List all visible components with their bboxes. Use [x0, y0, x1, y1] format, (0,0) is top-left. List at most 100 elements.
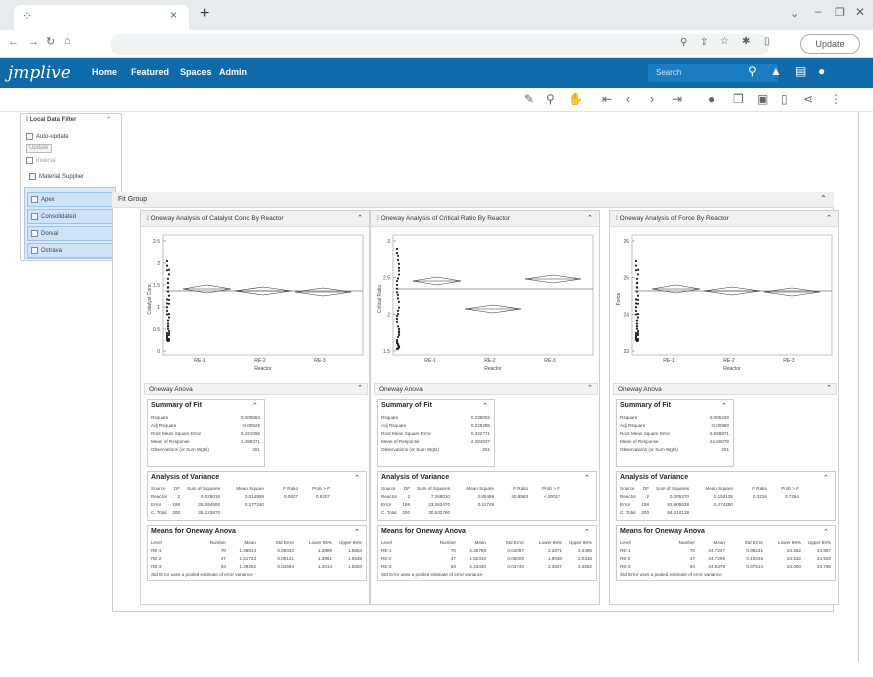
data-point	[635, 322, 639, 325]
prev-page-icon[interactable]: ‹	[626, 92, 630, 106]
anova-collapse-icon[interactable]: ⌃	[826, 385, 832, 392]
sof-value: 0.236002	[470, 415, 490, 420]
means-collapse-icon[interactable]: ⌃	[354, 529, 360, 536]
tab-search-icon[interactable]: ⌄	[790, 8, 800, 20]
means-cell: 47	[220, 556, 226, 561]
data-point	[396, 309, 400, 312]
brush-icon[interactable]: ✎	[524, 92, 535, 106]
filter-item-ostrava[interactable]: Ostrava	[27, 243, 113, 258]
aov-cell: 35.123870	[198, 510, 220, 515]
tab-close-icon[interactable]: ×	[170, 8, 178, 22]
restore-icon[interactable]: ❐	[835, 7, 845, 19]
panel-collapse-icon[interactable]: ⌃	[587, 215, 593, 222]
data-point	[636, 268, 640, 271]
means-cell: 0.04594	[277, 564, 294, 569]
sof-collapse-icon[interactable]: ⌃	[482, 403, 488, 410]
data-point	[166, 319, 170, 322]
aov-collapse-icon[interactable]: ⌃	[354, 475, 360, 482]
data-point	[396, 342, 400, 346]
page-scrollbar[interactable]	[858, 112, 859, 662]
means-cell: 70	[220, 548, 226, 553]
filter-collapse-icon[interactable]: ⌃	[106, 117, 112, 123]
nav-home[interactable]: Home	[92, 67, 118, 77]
y-tick-label: 2.5	[383, 276, 390, 282]
means-cell: 84	[689, 564, 695, 569]
means-collapse-icon[interactable]: ⌃	[584, 529, 590, 536]
reload-icon[interactable]: ↻	[46, 36, 56, 48]
update-button[interactable]: Update	[800, 34, 860, 54]
data-point	[395, 251, 399, 255]
window-close-icon[interactable]: ✕	[855, 5, 866, 19]
filter-item-apex[interactable]: Apex	[27, 192, 113, 207]
url-input[interactable]	[110, 34, 770, 55]
info-icon[interactable]: ●	[708, 92, 716, 106]
filter-update-button[interactable]: Update	[26, 144, 52, 153]
home-icon[interactable]: ⌂	[64, 35, 71, 47]
filter-item-dorval[interactable]: Dorval	[27, 226, 113, 241]
bookmark-star-icon[interactable]: ☆	[720, 36, 729, 47]
search-icon[interactable]: ⚲	[748, 64, 757, 78]
nav-spaces[interactable]: Spaces	[180, 67, 212, 77]
aov-collapse-icon[interactable]: ⌃	[584, 475, 590, 482]
notifications-icon[interactable]: ▲	[770, 64, 782, 78]
more-icon[interactable]: ⋮	[830, 92, 842, 106]
sof-value: 0.228285	[470, 423, 490, 428]
auto-update-checkbox[interactable]: Auto-update	[26, 133, 69, 140]
data-point	[396, 277, 400, 280]
analysis-of-variance-box: Analysis of Variance ⌃ Source DF Sum of Squa…	[616, 471, 836, 521]
layers-icon[interactable]: ❐	[733, 92, 744, 106]
back-icon[interactable]: ←	[8, 36, 19, 48]
search-input[interactable]: Search	[648, 64, 778, 82]
fit-group-collapse-icon[interactable]: ⌃	[820, 194, 827, 203]
share-icon[interactable]: ⇪	[700, 37, 709, 48]
means-cell: 2.4882	[577, 564, 592, 569]
zoom-tool-icon[interactable]: ⚲	[546, 92, 555, 106]
browser-tab[interactable]	[14, 5, 189, 30]
means-cell: 0.06141	[277, 556, 294, 561]
next-page-icon[interactable]: ›	[650, 92, 654, 106]
new-tab-button[interactable]: +	[200, 5, 210, 22]
anova-collapse-icon[interactable]: ⌃	[357, 385, 363, 392]
material-supplier-checkbox[interactable]: Material Supplier	[29, 173, 84, 180]
means-col-header: Lower 95%	[539, 540, 562, 545]
nav-featured[interactable]: Featured	[131, 67, 170, 77]
nav-admin[interactable]: Admin	[219, 67, 247, 77]
extensions-icon[interactable]: ✱	[742, 36, 751, 47]
hand-tool-icon[interactable]: ✋	[568, 92, 583, 106]
means-cell: 1.92316	[469, 556, 486, 561]
last-page-icon[interactable]: ⇥	[672, 92, 683, 106]
oneway-panel: ⁞ Oneway Analysis of Critical Ratio By R…	[370, 210, 600, 605]
comment-icon[interactable]: ▣	[757, 92, 769, 106]
jmp-logo[interactable]: jmplive	[8, 63, 71, 83]
data-point	[636, 313, 640, 316]
data-point	[395, 320, 399, 323]
help-icon[interactable]: ●	[818, 64, 826, 78]
filter-item-consolidated[interactable]: Consolidated	[27, 209, 113, 224]
panel-collapse-icon[interactable]: ⌃	[357, 215, 363, 222]
means-collapse-icon[interactable]: ⌃	[823, 529, 829, 536]
minimize-icon[interactable]: –	[815, 6, 822, 18]
zoom-icon[interactable]: ⚲	[680, 37, 688, 48]
aov-cell: 0.7254	[784, 494, 799, 499]
aov-col-header: Mean Square	[466, 486, 494, 491]
inverse-checkbox[interactable]: Inverse	[26, 157, 56, 164]
means-title: Means for Oneway Anova	[620, 528, 705, 535]
sof-collapse-icon[interactable]: ⌃	[721, 403, 727, 410]
aov-col-header: F Ratio	[752, 486, 767, 491]
share-report-icon[interactable]: ⋖	[803, 92, 814, 106]
panel-collapse-icon[interactable]: ⌃	[826, 215, 832, 222]
oneway-panel: ⁞ Oneway Analysis of Catalyst Conc By Re…	[140, 210, 370, 605]
first-page-icon[interactable]: ⇤	[602, 92, 613, 106]
data-point	[634, 269, 638, 272]
anova-collapse-icon[interactable]: ⌃	[587, 385, 593, 392]
sof-collapse-icon[interactable]: ⌃	[252, 403, 258, 410]
forward-icon[interactable]: →	[28, 36, 39, 48]
data-point	[634, 259, 638, 263]
y-tick-label: 2	[157, 261, 160, 267]
aov-collapse-icon[interactable]: ⌃	[823, 475, 829, 482]
filter-item-label: Apex	[41, 197, 55, 204]
sidebar-icon[interactable]: ▯	[764, 36, 770, 47]
document-icon[interactable]: ▤	[795, 64, 807, 78]
bookmark-icon[interactable]: ▯	[781, 92, 788, 106]
means-col-header: Upper 95%	[808, 540, 831, 545]
